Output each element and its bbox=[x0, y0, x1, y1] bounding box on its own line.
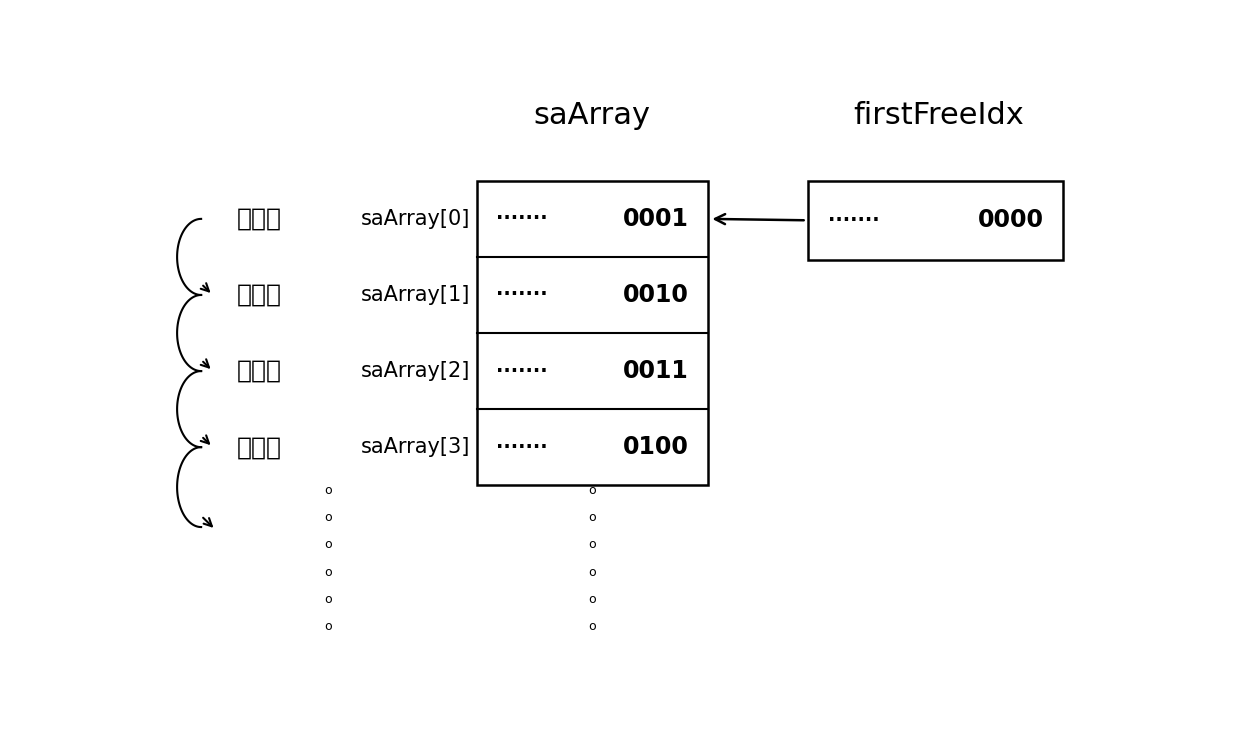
Text: saArray: saArray bbox=[533, 101, 651, 130]
Text: ·······: ······· bbox=[496, 209, 548, 228]
Text: o: o bbox=[589, 485, 596, 497]
Text: 0010: 0010 bbox=[622, 283, 688, 307]
Text: ·······: ······· bbox=[828, 211, 879, 230]
Text: o: o bbox=[324, 485, 332, 497]
Text: 未分配: 未分配 bbox=[237, 435, 281, 459]
Text: o: o bbox=[589, 566, 596, 578]
Text: ·······: ······· bbox=[496, 362, 548, 381]
Bar bbox=[477, 181, 708, 485]
Text: o: o bbox=[324, 539, 332, 551]
Text: 未分配: 未分配 bbox=[237, 359, 281, 383]
Text: 0001: 0001 bbox=[622, 207, 688, 231]
Text: saArray[1]: saArray[1] bbox=[361, 285, 470, 305]
Text: o: o bbox=[324, 566, 332, 578]
Text: o: o bbox=[589, 539, 596, 551]
Text: 0011: 0011 bbox=[622, 359, 688, 383]
Text: 0000: 0000 bbox=[978, 209, 1044, 232]
Text: ·······: ······· bbox=[496, 285, 548, 305]
Text: firstFreeIdx: firstFreeIdx bbox=[853, 101, 1023, 130]
Text: o: o bbox=[589, 593, 596, 605]
Text: o: o bbox=[324, 512, 332, 524]
Text: 未分配: 未分配 bbox=[237, 207, 281, 231]
Text: 0100: 0100 bbox=[622, 435, 688, 459]
Text: o: o bbox=[589, 512, 596, 524]
Text: o: o bbox=[324, 593, 332, 605]
Text: o: o bbox=[324, 619, 332, 632]
Text: 未分配: 未分配 bbox=[237, 283, 281, 307]
Bar bbox=[808, 181, 1063, 260]
Text: saArray[0]: saArray[0] bbox=[361, 209, 470, 229]
Text: saArray[2]: saArray[2] bbox=[361, 361, 470, 381]
Text: o: o bbox=[589, 619, 596, 632]
Text: ·······: ······· bbox=[496, 438, 548, 457]
Text: saArray[3]: saArray[3] bbox=[361, 437, 470, 458]
